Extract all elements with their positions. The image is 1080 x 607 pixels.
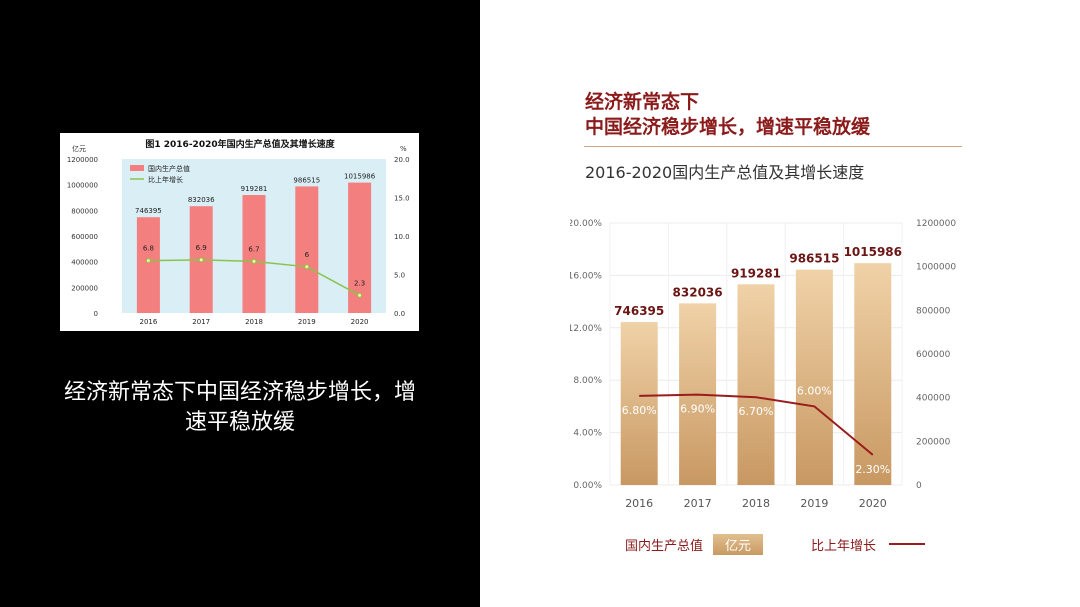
- original-gdp-bar: [242, 195, 266, 313]
- x-tick-label: 2018: [742, 497, 770, 510]
- y-left-tick-label: 0.00%: [573, 481, 602, 491]
- x-tick-label: 2020: [859, 497, 887, 510]
- original-x-tick: 2018: [245, 318, 263, 326]
- x-tick-label: 2019: [800, 497, 828, 510]
- headline: 经济新常态下 中国经济稳步增长，增速平稳放缓: [585, 90, 870, 140]
- gdp-bar: [795, 269, 833, 485]
- growth-value-label: 2.30%: [855, 463, 890, 476]
- original-gdp-bar: [348, 182, 372, 313]
- original-x-tick: 2017: [192, 318, 210, 326]
- growth-line: [639, 393, 874, 456]
- original-y-right-tick: 0.0: [394, 310, 405, 318]
- original-left-unit: 亿元: [72, 144, 86, 153]
- original-growth-label: 6: [305, 251, 310, 259]
- original-y-right-tick: 15.0: [394, 195, 410, 203]
- original-y-right-tick: 5.0: [394, 272, 405, 280]
- headline-line-2: 中国经济稳步增长，增速平稳放缓: [585, 116, 871, 138]
- left-panel: 图1 2016-2020年国内生产总值及其增长速度亿元% 1200000 10000…: [0, 0, 480, 607]
- legend-growth-label: 比上年增长: [811, 539, 877, 554]
- headline-line-1: 经济新常态下: [585, 91, 700, 113]
- original-y-right-tick: 10.0: [394, 233, 410, 241]
- original-gdp-bar: [295, 186, 319, 313]
- x-tick-label: 2016: [625, 497, 653, 510]
- original-growth-label: 6.7: [248, 245, 259, 253]
- original-legend-gdp-swatch: [130, 165, 144, 171]
- original-right-unit: %: [400, 145, 407, 153]
- original-growth-label: 6.8: [143, 245, 154, 253]
- original-y-left-tick: 200000: [71, 284, 98, 292]
- original-legend-gdp: 国内生产总值: [148, 164, 190, 173]
- original-gdp-label: 919281: [241, 185, 268, 193]
- original-y-left-tick: 400000: [71, 259, 98, 267]
- original-x-tick: 2019: [298, 318, 316, 326]
- original-growth-point: [251, 258, 257, 264]
- original-gdp-bar: [136, 217, 160, 313]
- divider: [584, 146, 962, 147]
- original-x-tick: 2016: [139, 318, 157, 326]
- original-gdp-label: 746395: [135, 207, 162, 215]
- gdp-bar: [620, 322, 658, 485]
- y-right-tick-label: 600000: [916, 350, 951, 360]
- growth-value-label: 6.00%: [797, 384, 832, 397]
- growth-value-label: 6.80%: [622, 404, 657, 417]
- y-right-tick-label: 0: [916, 481, 922, 491]
- original-growth-point: [304, 264, 310, 270]
- chart-subtitle: 2016-2020国内生产总值及其增长速度: [585, 163, 865, 182]
- gdp-value-label: 919281: [731, 266, 781, 280]
- right-panel: 经济新常态下 中国经济稳步增长，增速平稳放缓 2016-2020国内生产总值及其…: [480, 0, 1080, 607]
- legend-growth-line-swatch: [889, 543, 925, 545]
- original-gdp-label: 986515: [293, 176, 320, 184]
- y-right-tick-label: 1200000: [916, 219, 956, 229]
- y-right-tick-label: 800000: [916, 306, 951, 316]
- growth-value-label: 6.90%: [680, 403, 715, 416]
- gdp-growth-chart: 20.00% 16.00% 12.00% 8.00% 4.00% 0.00% 1200000…: [570, 219, 956, 510]
- growth-value-label: 6.70%: [739, 405, 774, 418]
- gdp-bar: [854, 263, 892, 485]
- y-right-tick-label: 200000: [916, 437, 951, 447]
- gdp-value-label: 746395: [614, 304, 664, 318]
- legend-gdp-unit-swatch: 亿元: [713, 534, 764, 555]
- chart-legend: 国内生产总值 亿元 比上年增长: [625, 533, 945, 555]
- original-growth-label: 6.9: [196, 244, 207, 252]
- original-y-left-tick: 1200000: [67, 156, 98, 164]
- gdp-value-label: 986515: [789, 252, 839, 266]
- y-left-tick-label: 16.00%: [570, 271, 602, 281]
- x-tick-label: 2017: [684, 497, 712, 510]
- original-chart-title: 图1 2016-2020年国内生产总值及其增长速度: [145, 138, 335, 150]
- gdp-bar: [737, 284, 775, 485]
- y-left-tick-label: 8.00%: [573, 376, 602, 386]
- original-growth-point: [145, 258, 151, 264]
- left-caption: 经济新常态下中国经济稳步增长，增速平稳放缓: [63, 380, 416, 435]
- y-left-tick-label: 12.00%: [570, 324, 602, 334]
- original-growth-point: [198, 257, 204, 263]
- original-y-left-tick: 600000: [71, 233, 98, 241]
- y-right-tick-label: 1000000: [916, 263, 956, 273]
- original-x-tick: 2020: [351, 318, 369, 326]
- original-y-left-tick: 1000000: [67, 182, 98, 190]
- original-y-right-tick: 20.0: [394, 156, 410, 164]
- y-right-tick-label: 400000: [916, 394, 951, 404]
- original-legend-growth: 比上年增长: [148, 175, 183, 184]
- original-y-left-tick: 800000: [71, 207, 98, 215]
- original-growth-label: 2.3: [354, 279, 365, 287]
- original-growth-point: [357, 292, 363, 298]
- legend-gdp-label: 国内生产总值: [625, 539, 704, 554]
- gdp-value-label: 1015986: [844, 245, 902, 259]
- y-left-tick-label: 20.00%: [570, 219, 602, 229]
- gdp-value-label: 832036: [673, 285, 723, 299]
- y-left-tick-label: 4.00%: [573, 429, 602, 439]
- original-gdp-label: 832036: [188, 196, 215, 204]
- original-y-left-tick: 0: [94, 310, 98, 318]
- original-gdp-label: 1015986: [344, 173, 376, 181]
